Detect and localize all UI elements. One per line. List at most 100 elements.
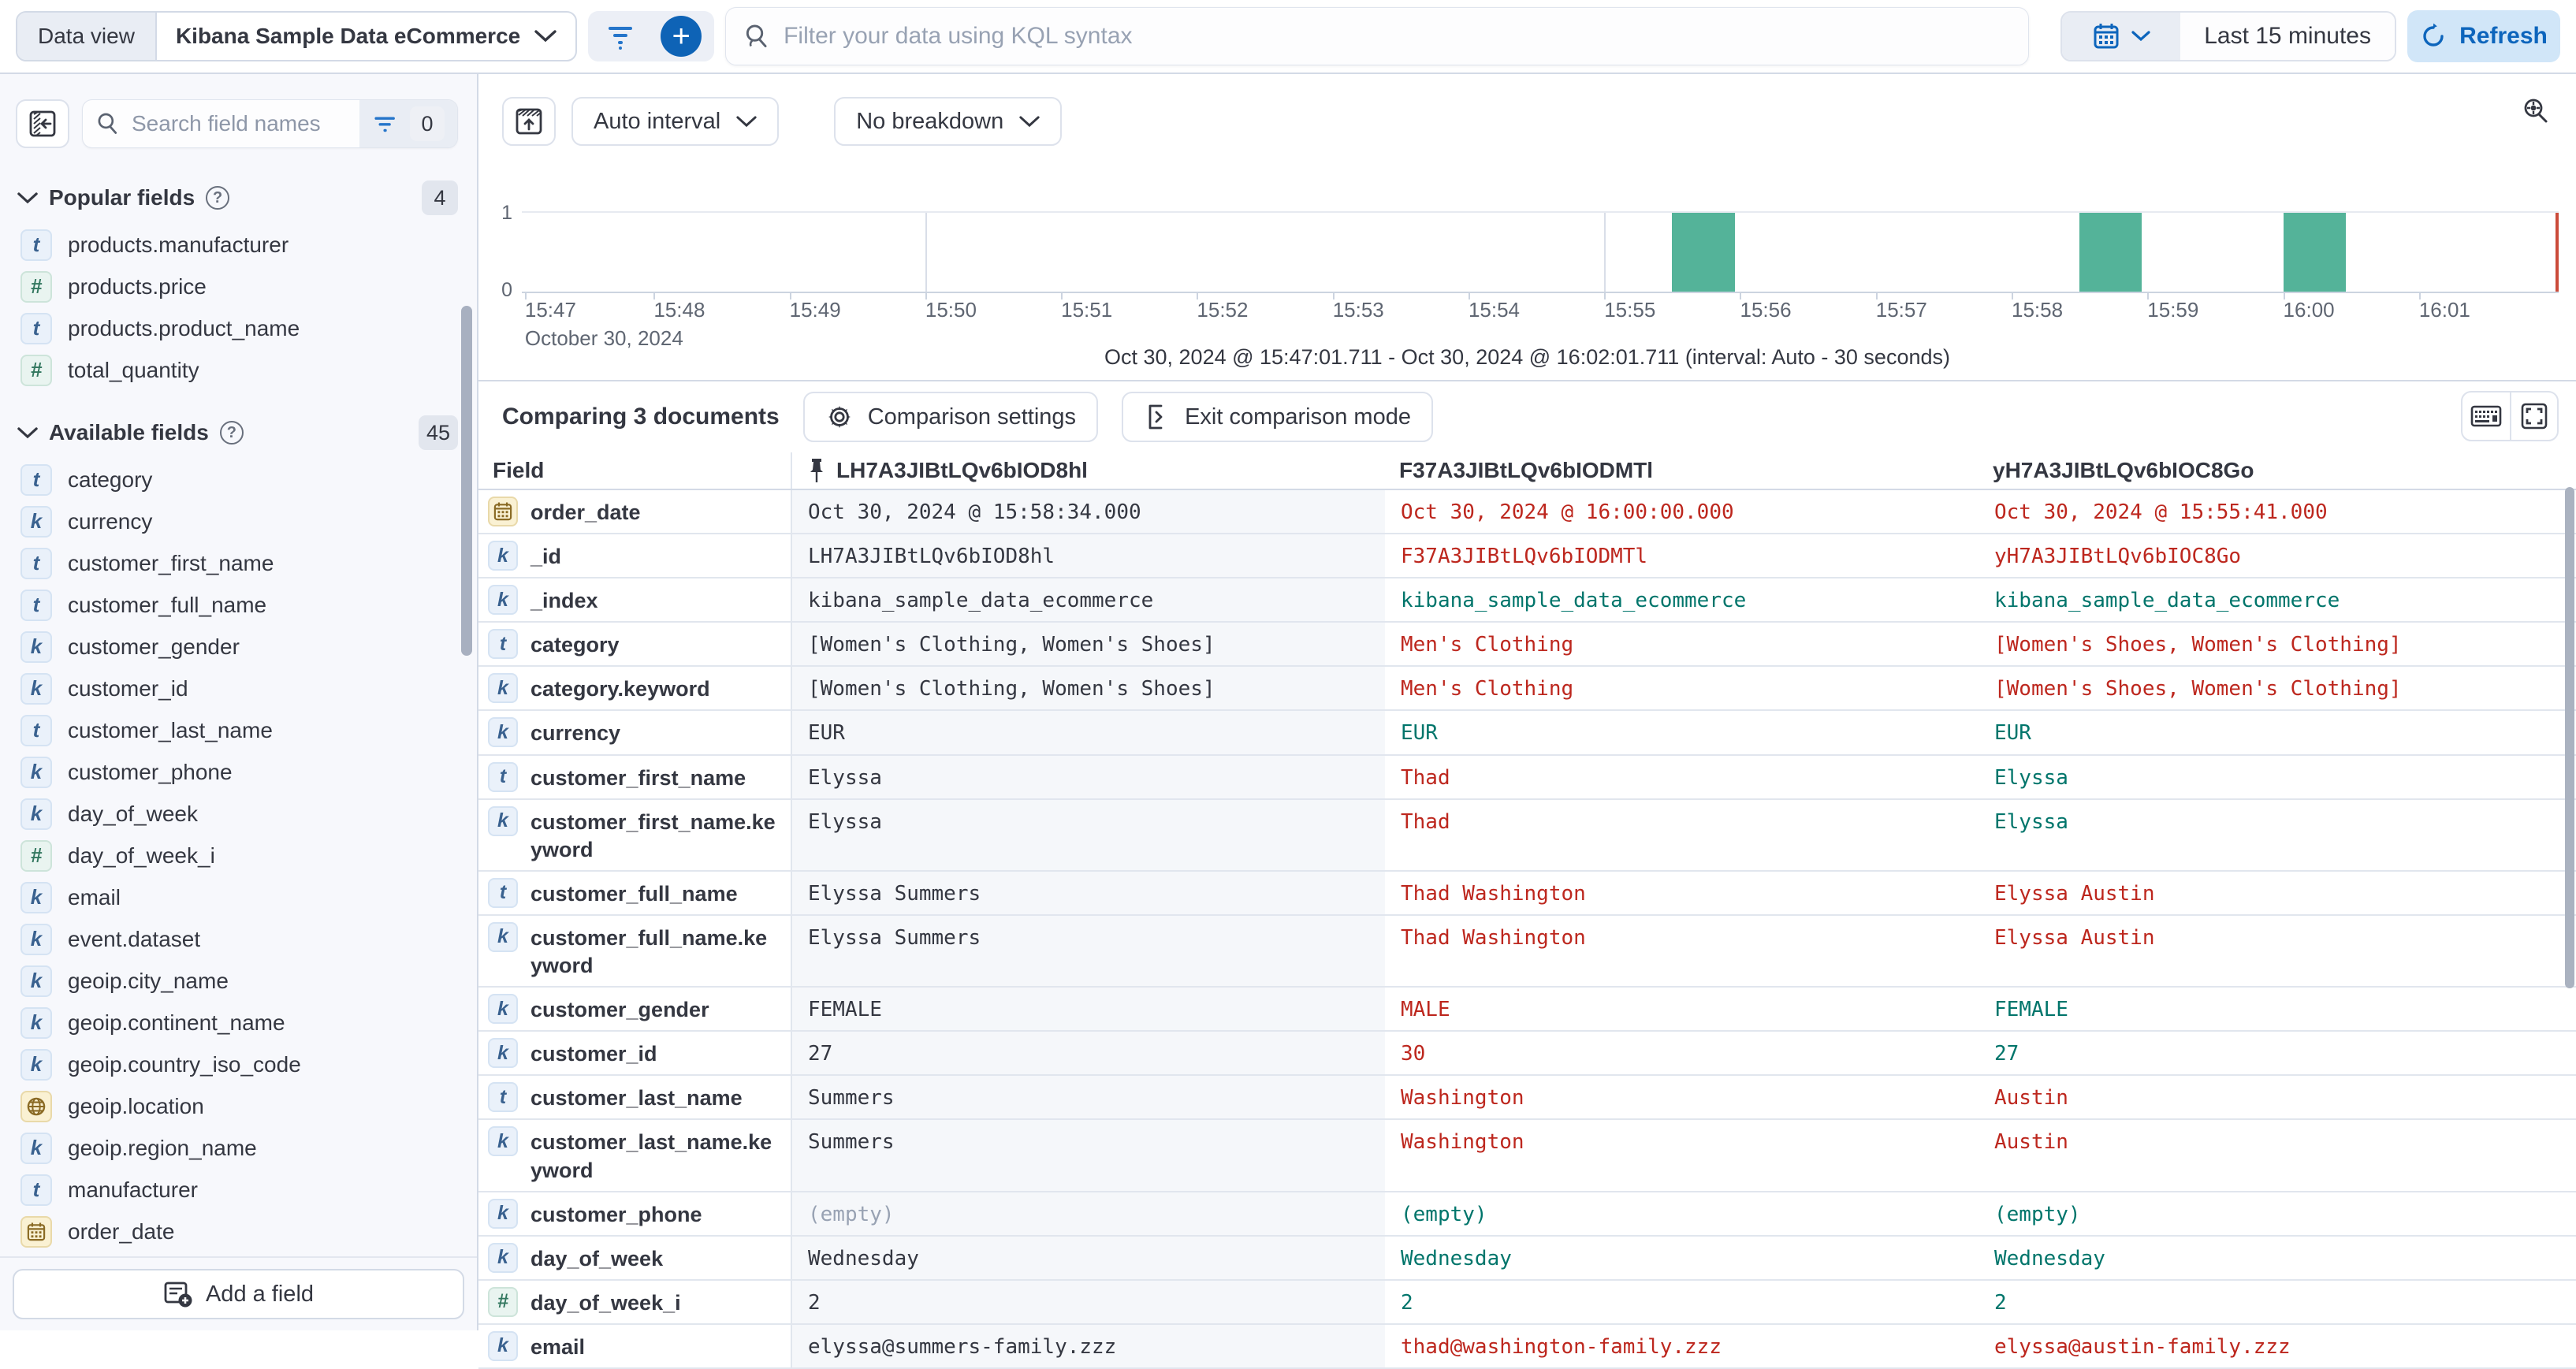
refresh-icon	[2420, 23, 2447, 50]
sidebar-field-item-order_date[interactable]: order_date	[0, 1211, 477, 1252]
available-fields-header[interactable]: Available fields ? 45	[0, 415, 477, 451]
field-name-label: customer_first_name	[68, 551, 274, 576]
chart-options-button[interactable]	[2519, 95, 2552, 128]
refresh-button[interactable]: Refresh	[2407, 10, 2560, 62]
data-view-selected[interactable]: Kibana Sample Data eCommerce	[157, 13, 575, 60]
table-scrollbar[interactable]	[2565, 487, 2574, 988]
time-range-display[interactable]: Last 15 minutes	[2180, 13, 2395, 60]
date-picker-calendar-button[interactable]	[2062, 13, 2180, 60]
field-name-label: customer_last_name	[68, 718, 273, 743]
pinned-doc-value: EUR	[792, 711, 1385, 753]
sidebar-scrollbar[interactable]	[461, 306, 472, 656]
field-name-label: manufacturer	[68, 1177, 198, 1203]
hide-chart-button[interactable]	[502, 97, 556, 146]
field-filter-count: 0	[410, 106, 445, 141]
fullscreen-button[interactable]	[2510, 392, 2557, 440]
text-field-icon: t	[488, 878, 518, 908]
doc-value: Washington	[1385, 1120, 1979, 1190]
keyboard-shortcuts-button[interactable]	[2462, 392, 2510, 440]
x-axis-tick-label: 15:55	[1604, 298, 1655, 322]
search-icon	[743, 22, 771, 50]
field-filter-button[interactable]: 0	[359, 100, 457, 147]
keyword-field-icon: k	[20, 1049, 52, 1081]
kql-input[interactable]	[784, 23, 2011, 50]
comparison-table: Field LH7A3JIBtLQv6bIOD8hl F37A3JIBtLQv6…	[478, 452, 2576, 1369]
exit-comparison-button[interactable]: Exit comparison mode	[1122, 392, 1433, 442]
x-axis-tick-label: 15:53	[1333, 298, 1384, 322]
pinned-doc-value: [Women's Clothing, Women's Shoes]	[792, 623, 1385, 665]
field-search[interactable]: 0	[82, 99, 458, 148]
field-cell[interactable]: #day_of_week_i	[478, 1281, 792, 1323]
add-field-button[interactable]: Add a field	[13, 1269, 464, 1319]
keyword-field-icon: k	[488, 717, 518, 747]
add-filter-button[interactable]: +	[651, 11, 711, 61]
kql-search-bar[interactable]	[725, 7, 2029, 65]
field-cell[interactable]: k_index	[478, 578, 792, 621]
data-view-picker[interactable]: Data view Kibana Sample Data eCommerce	[16, 11, 577, 61]
time-range-end-marker	[2556, 213, 2559, 292]
sidebar-field-item-day_of_week_i[interactable]: #day_of_week_i	[0, 835, 477, 876]
field-name-label: customer_full_name	[530, 878, 738, 908]
collapse-sidebar-button[interactable]	[16, 99, 69, 148]
comparison-settings-button[interactable]: Comparison settings	[803, 392, 1098, 442]
histogram-bar-16:00:00[interactable]	[2284, 213, 2346, 292]
histogram-bar-15:55:30[interactable]	[1672, 213, 1734, 292]
field-cell[interactable]: t customer_full_name	[478, 872, 792, 914]
comparison-title: Comparing 3 documents	[502, 404, 780, 430]
popular-fields-header[interactable]: Popular fields ? 4	[0, 180, 477, 216]
sidebar-field-item-geoip.location[interactable]: geoip.location	[0, 1085, 477, 1127]
pinned-doc-column-header[interactable]: LH7A3JIBtLQv6bIOD8hl	[792, 452, 1385, 489]
pinned-doc-value: elyssa@summers-family.zzz	[792, 1325, 1385, 1367]
interval-select[interactable]: Auto interval	[571, 97, 779, 146]
filter-list-button[interactable]	[591, 11, 651, 61]
histogram-bar-15:58:30[interactable]	[2079, 213, 2142, 292]
field-name-label: email	[68, 885, 121, 910]
sidebar-field-item-products.price[interactable]: #products.price	[0, 266, 477, 307]
breakdown-select[interactable]: No breakdown	[834, 97, 1062, 146]
field-cell[interactable]: order_date	[478, 490, 792, 533]
doc-column-header[interactable]: F37A3JIBtLQv6bIODMTl	[1385, 452, 1979, 489]
doc-column-header[interactable]: yH7A3JIBtLQv6bIOC8Go	[1979, 452, 2576, 489]
field-search-input[interactable]	[121, 111, 359, 136]
field-cell[interactable]: k_id	[478, 534, 792, 577]
field-name-label: products.manufacturer	[68, 233, 288, 258]
sidebar-field-item-total_quantity[interactable]: #total_quantity	[0, 349, 477, 391]
